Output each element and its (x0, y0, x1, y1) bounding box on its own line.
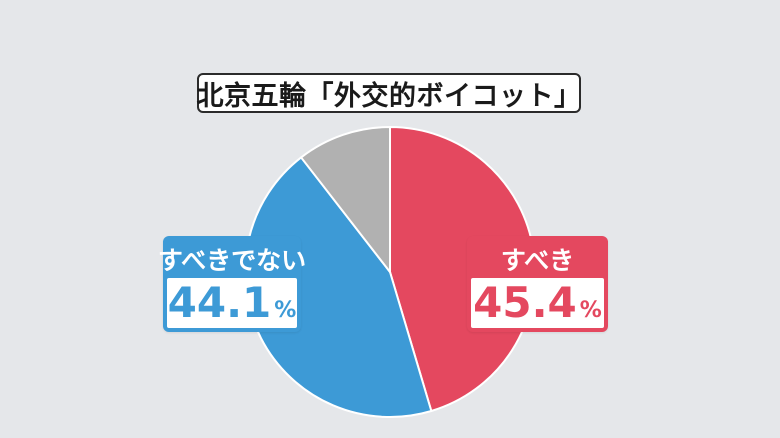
chart-title: 北京五輪「外交的ボイコット」 (197, 73, 581, 113)
category-label-should: すべき (500, 246, 575, 275)
value-box-should-not: 44.1% (167, 278, 297, 328)
label-card-should: すべき 45.4% (467, 236, 608, 332)
pie-slice-other (300, 126, 391, 273)
percent-unit: % (274, 298, 297, 323)
data-label-should-not: 44.1 (167, 278, 272, 327)
label-card-should-not: すべきでない 44.1% (157, 236, 307, 332)
data-label-should: 45.4 (473, 278, 577, 327)
category-label-should-not: すべきでない (157, 246, 307, 275)
pie-slice-should-not (244, 156, 433, 418)
percent-unit: % (579, 298, 602, 323)
value-box-should: 45.4% (471, 278, 604, 328)
